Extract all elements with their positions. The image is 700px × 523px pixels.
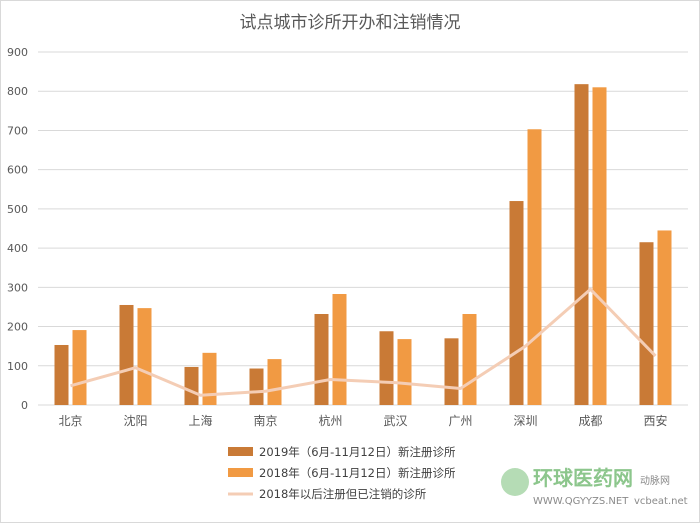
y-tick-label: 700 <box>7 124 28 137</box>
legend-swatch <box>228 447 253 456</box>
y-tick-label: 0 <box>21 399 28 412</box>
watermark-secondary: 动脉网 <box>640 474 670 487</box>
chart-title: 试点城市诊所开办和注销情况 <box>240 13 461 33</box>
y-tick-label: 600 <box>7 164 28 177</box>
bar <box>657 230 672 405</box>
x-tick-label: 武汉 <box>383 414 407 428</box>
bar <box>202 352 217 405</box>
watermark-url: WWW.QGYYZS.NET <box>533 496 629 507</box>
y-tick-label: 200 <box>7 321 28 334</box>
bar <box>119 304 134 405</box>
x-tick-label: 沈阳 <box>123 413 147 428</box>
y-tick-label: 300 <box>7 281 28 294</box>
bar <box>592 87 607 406</box>
y-tick-label: 500 <box>7 203 28 216</box>
line-series-path <box>70 287 657 397</box>
x-axis-labels: 北京 沈阳 上海 南京 杭州 武汉 广州 深圳 成都 西安 <box>58 413 667 428</box>
x-tick-label: 南京 <box>253 413 277 428</box>
x-tick-label: 杭州 <box>318 413 342 428</box>
bar <box>332 294 347 405</box>
x-tick-label: 北京 <box>58 414 82 428</box>
line-series <box>70 287 657 397</box>
legend: 2019年（6月-11月12日）新注册诊所 2018年（6月-11月12日）新注册… <box>228 445 456 501</box>
bar <box>509 201 524 405</box>
bar <box>314 314 329 405</box>
legend-label: 2019年（6月-11月12日）新注册诊所 <box>259 445 456 459</box>
watermark-secondary-url: vcbeat.net <box>634 496 688 507</box>
bar <box>444 338 459 405</box>
bar <box>379 331 394 405</box>
bars <box>54 84 672 406</box>
bar <box>267 359 282 405</box>
x-tick-label: 上海 <box>188 413 212 428</box>
bar <box>184 366 199 405</box>
y-axis-ticks: 0 100 200 300 400 500 600 700 800 900 <box>7 46 28 412</box>
y-tick-label: 400 <box>7 242 28 255</box>
bar <box>249 368 264 405</box>
gridlines <box>38 51 688 406</box>
bar <box>574 84 589 405</box>
watermark-logo: 环球医药网 <box>533 466 633 490</box>
y-tick-label: 900 <box>7 46 28 59</box>
y-tick-label: 100 <box>7 360 28 373</box>
globe-logo-icon <box>501 468 529 496</box>
y-tick-label: 800 <box>7 85 28 98</box>
bar <box>72 330 87 405</box>
bar <box>462 314 477 405</box>
bar <box>137 308 152 405</box>
bar <box>639 242 654 405</box>
x-tick-label: 深圳 <box>513 414 537 428</box>
bar <box>54 344 69 405</box>
legend-label: 2018年（6月-11月12日）新注册诊所 <box>259 466 456 480</box>
bar <box>397 339 412 405</box>
legend-label: 2018年以后注册但已注销的诊所 <box>259 487 427 501</box>
x-tick-label: 西安 <box>643 413 667 428</box>
legend-swatch <box>228 468 253 477</box>
watermark: 环球医药网 WWW.QGYYZS.NET 动脉网 vcbeat.net <box>501 466 688 507</box>
bar <box>527 129 542 406</box>
x-tick-label: 广州 <box>448 414 472 428</box>
x-tick-label: 成都 <box>578 414 602 428</box>
